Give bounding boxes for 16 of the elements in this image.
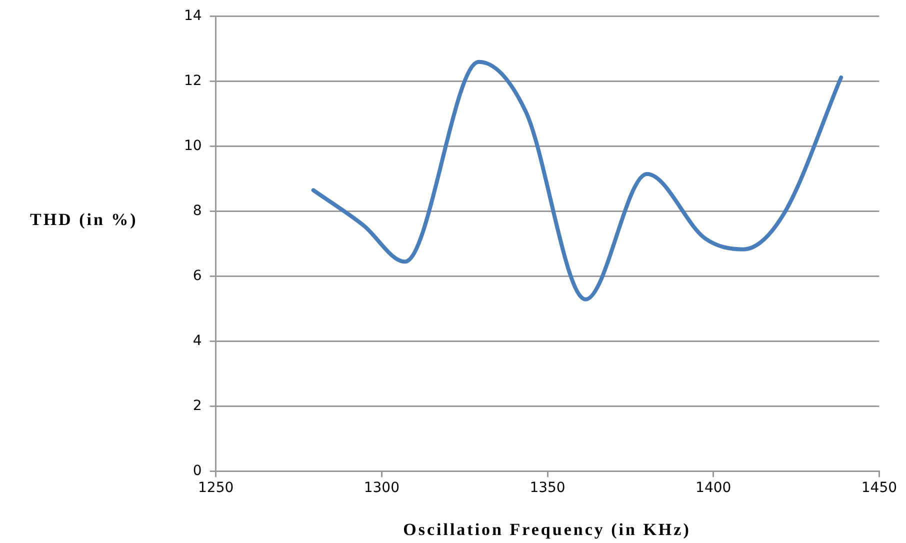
- y-tick-label: 10: [184, 138, 202, 154]
- x-tick-label: 1450: [861, 480, 898, 496]
- y-tick-label: 0: [192, 462, 202, 479]
- y-tick-label: 4: [192, 332, 202, 349]
- y-tick-label: 2: [192, 398, 202, 414]
- y-axis-title: THD (in %): [30, 210, 138, 230]
- y-tick-label: 6: [192, 268, 202, 284]
- x-tick-label: 1250: [198, 480, 234, 496]
- x-axis-title: Oscillation Frequency (in KHz): [402, 520, 692, 540]
- line-series: [311, 60, 844, 302]
- y-tick-label: 12: [184, 73, 202, 90]
- x-tick-label: 1350: [530, 480, 566, 496]
- y-tick-label: 8: [192, 202, 202, 219]
- x-tick-label: 1400: [696, 480, 732, 496]
- y-tick-label: 14: [184, 8, 202, 24]
- x-tick-label: 1300: [364, 480, 400, 496]
